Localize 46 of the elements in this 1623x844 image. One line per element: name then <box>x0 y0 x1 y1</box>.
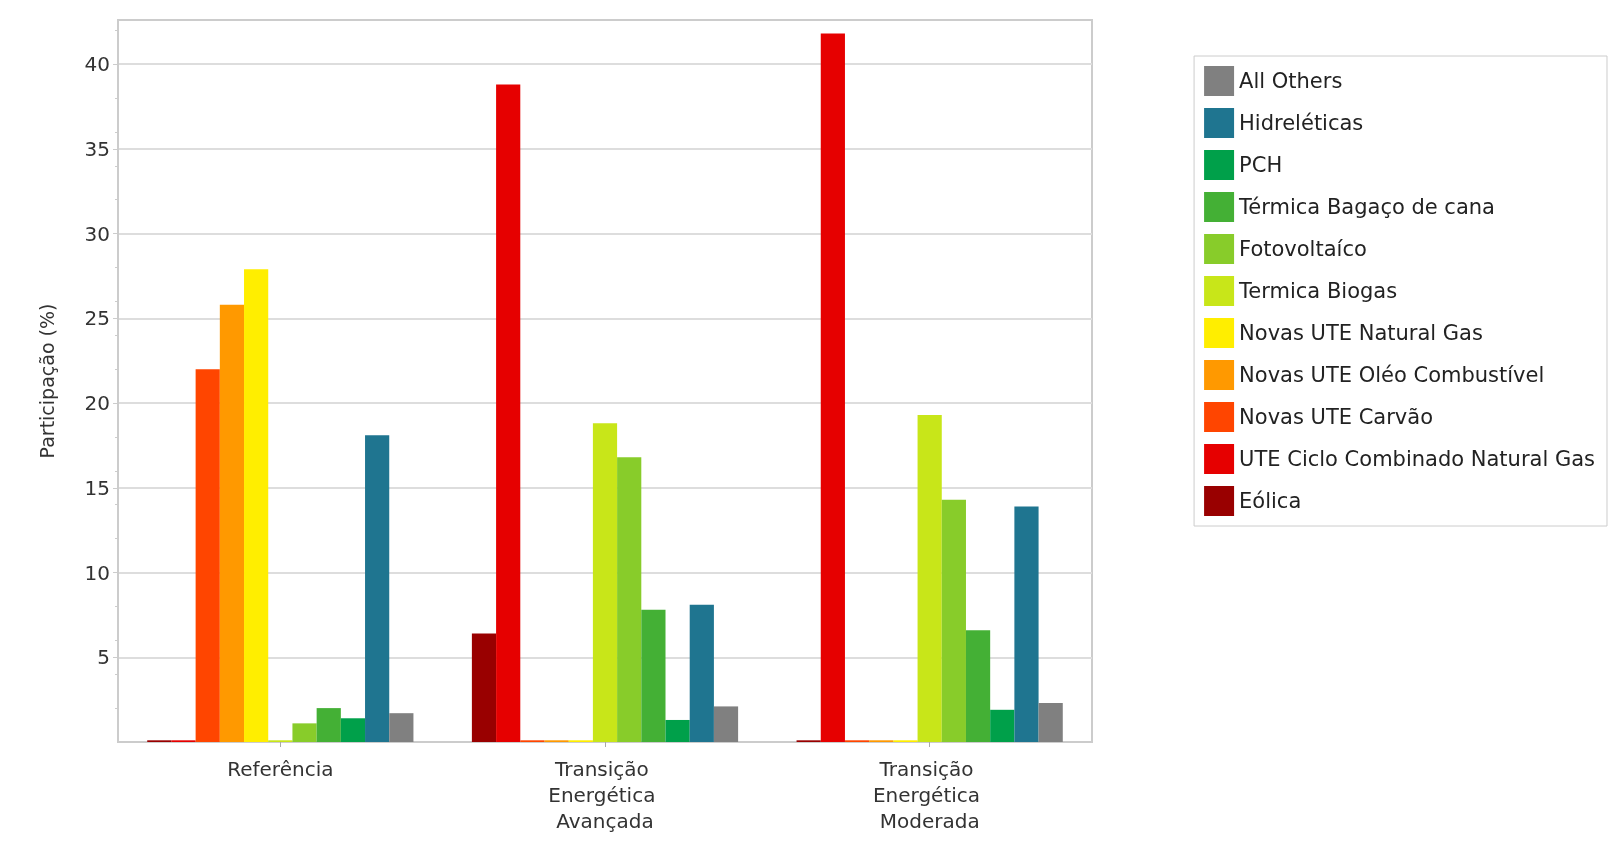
bar <box>641 609 666 742</box>
y-tick-label: 25 <box>84 306 110 331</box>
y-axis-title: Participação (%) <box>35 303 58 459</box>
x-tick-label: Referência <box>227 757 334 781</box>
y-tick-label: 10 <box>84 560 110 585</box>
bar <box>1038 703 1063 742</box>
bar <box>496 84 521 742</box>
legend-label: Novas UTE Natural Gas <box>1239 321 1483 345</box>
bar <box>820 33 845 742</box>
bar <box>195 369 220 742</box>
bar <box>292 723 317 742</box>
legend-label: All Others <box>1239 69 1343 93</box>
bar <box>471 633 497 742</box>
y-tick-label: 40 <box>84 52 110 77</box>
legend-label: Fotovoltaíco <box>1239 237 1367 261</box>
legend-label: PCH <box>1239 153 1283 177</box>
bar <box>941 499 966 742</box>
y-tick-label: 35 <box>84 136 110 161</box>
legend-label: Eólica <box>1239 489 1302 513</box>
y-tick-label: 20 <box>84 391 110 416</box>
y-tick-label: 5 <box>97 645 110 670</box>
bar <box>1014 506 1039 742</box>
bar <box>592 423 618 742</box>
y-tick-label: 30 <box>84 221 110 246</box>
legend-label: Novas UTE Oléo Combustível <box>1239 363 1545 387</box>
legend-label: UTE Ciclo Combinado Natural Gas <box>1239 447 1596 471</box>
bar <box>713 706 739 742</box>
bar <box>316 708 341 742</box>
legend-label: Termica Biogas <box>1238 279 1398 303</box>
bar <box>990 709 1015 742</box>
bar <box>965 630 991 742</box>
bar <box>917 414 942 742</box>
legend-label: Térmica Bagaço de cana <box>1238 195 1495 219</box>
bar <box>689 604 714 742</box>
legend-label: Hidreléticas <box>1239 111 1364 135</box>
x-tick-label: Transição Energética Avançada <box>548 757 662 833</box>
bar <box>665 719 690 742</box>
bar <box>389 713 414 742</box>
bar <box>340 718 366 742</box>
bar <box>365 435 390 742</box>
legend-label: Novas UTE Carvão <box>1239 405 1433 429</box>
x-tick-label: Transição Energética Moderada <box>872 757 987 833</box>
bar <box>244 269 269 742</box>
bar <box>617 457 642 742</box>
y-tick-label: 15 <box>84 475 110 500</box>
bar <box>219 304 245 742</box>
